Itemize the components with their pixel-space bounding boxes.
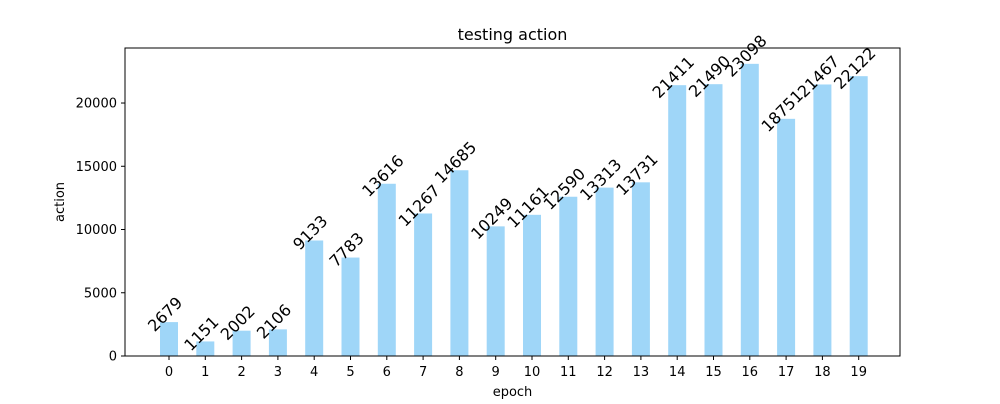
x-tick-label: 16 — [742, 365, 759, 380]
bar — [341, 257, 360, 356]
x-tick-label: 2 — [237, 365, 245, 380]
bar — [305, 240, 324, 356]
x-tick-label: 6 — [383, 365, 391, 380]
y-tick-label: 5000 — [84, 286, 117, 301]
x-tick-label: 19 — [850, 365, 867, 380]
bar — [232, 330, 251, 356]
x-tick-label: 10 — [524, 365, 541, 380]
x-tick-label: 1 — [201, 365, 209, 380]
bar — [268, 329, 287, 356]
x-tick-label: 18 — [814, 365, 831, 380]
x-tick-label: 0 — [165, 365, 173, 380]
bar — [777, 118, 796, 356]
x-tick-label: 12 — [596, 365, 613, 380]
x-tick-label: 15 — [705, 365, 722, 380]
bar — [740, 63, 759, 357]
bar — [486, 226, 505, 356]
bar — [414, 213, 433, 356]
bar — [595, 187, 614, 356]
x-tick-label: 17 — [778, 365, 795, 380]
bar — [631, 182, 650, 356]
chart-title: testing action — [458, 25, 568, 44]
bar — [160, 322, 178, 356]
x-tick-label: 8 — [455, 365, 463, 380]
bar — [813, 84, 832, 356]
x-tick-label: 14 — [669, 365, 686, 380]
bar — [196, 341, 215, 356]
bar — [704, 84, 723, 357]
x-tick-label: 4 — [310, 365, 318, 380]
y-axis-ticks: 0 5000 10000 15000 20000 — [76, 97, 125, 365]
x-tick-label: 5 — [346, 365, 354, 380]
x-axis-ticks: 0 1 2 3 4 5 6 7 8 9 10 11 12 13 14 15 16 17 18 19 — [165, 356, 867, 380]
x-tick-label: 3 — [274, 365, 282, 380]
y-tick-label: 15000 — [76, 160, 117, 175]
data-labels-group: 2679115120022106913377831361611267146851… — [144, 31, 880, 354]
bar — [559, 196, 578, 356]
bar — [450, 170, 469, 356]
y-tick-label: 20000 — [76, 97, 117, 112]
axes-group — [124, 47, 901, 357]
bar — [668, 85, 687, 357]
y-tick-label: 10000 — [76, 223, 117, 238]
bar — [377, 183, 396, 356]
plot-frame — [124, 47, 901, 357]
x-axis-label: epoch — [493, 385, 533, 400]
x-tick-label: 11 — [560, 365, 577, 380]
bars-group — [160, 63, 868, 357]
bar — [523, 214, 541, 356]
y-axis-label: action — [53, 182, 68, 222]
bar — [849, 76, 868, 357]
x-tick-label: 7 — [419, 365, 427, 380]
y-tick-label: 0 — [109, 350, 117, 365]
x-tick-label: 13 — [633, 365, 650, 380]
x-tick-label: 9 — [492, 365, 500, 380]
